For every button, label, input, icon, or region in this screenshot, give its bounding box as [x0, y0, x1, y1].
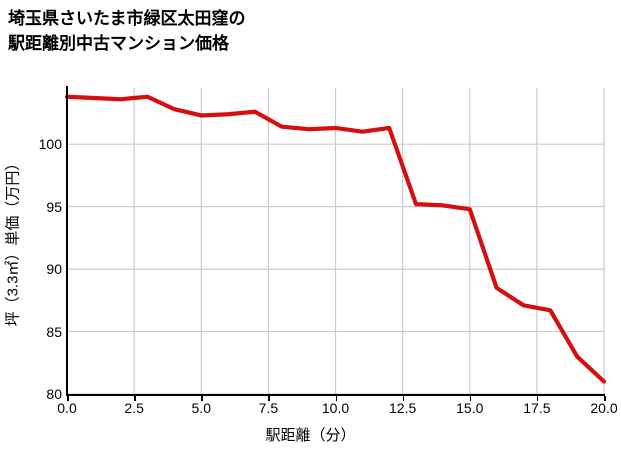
- y-tick-label: 85: [46, 323, 62, 340]
- x-tick-mark: [268, 396, 270, 401]
- series-polyline: [64, 94, 607, 384]
- x-tick-mark: [402, 396, 405, 401]
- x-tick-mark: [469, 396, 472, 401]
- x-axis-spine: [66, 394, 605, 396]
- x-tick-mark: [536, 396, 539, 401]
- x-tick-label: 2.5: [124, 400, 144, 416]
- y-tick-label: 90: [46, 261, 62, 278]
- x-tick-label: 20.0: [590, 400, 618, 416]
- x-tick-label: 15.0: [456, 400, 484, 416]
- x-tick-label: 17.5: [523, 400, 551, 416]
- x-axis-tick-labels: 0.0 2.5 5.0 7.5 10.0 12.5 15.0 17.5 20.0: [57, 400, 617, 420]
- data-series-line: [64, 94, 607, 384]
- y-tick-label: 100: [38, 136, 62, 153]
- x-tick-mark: [201, 396, 203, 401]
- x-axis-title: 駅距離（分）: [265, 427, 356, 444]
- chart-title: 埼玉県さいたま市緑区太田窪の 駅距離別中古マンション価格: [8, 9, 246, 53]
- x-tick-mark: [604, 396, 606, 401]
- x-tick-label: 7.5: [258, 400, 279, 416]
- y-tick-label: 80: [46, 386, 62, 402]
- y-axis-spine: [66, 86, 68, 396]
- y-axis-tick-labels: 80 85 90 95 100: [18, 88, 85, 402]
- x-tick-label: 0.0: [57, 400, 77, 416]
- x-tick-mark: [67, 396, 69, 401]
- grid-lines: [66, 88, 605, 395]
- x-tick-label: 10.0: [321, 400, 350, 416]
- y-tick-label: 95: [46, 198, 62, 215]
- x-tick-mark: [134, 396, 136, 401]
- x-tick-label: 12.5: [389, 400, 417, 416]
- x-tick-label: 5.0: [191, 400, 211, 416]
- plot-area: [64, 88, 607, 395]
- x-tick-mark: [335, 396, 338, 401]
